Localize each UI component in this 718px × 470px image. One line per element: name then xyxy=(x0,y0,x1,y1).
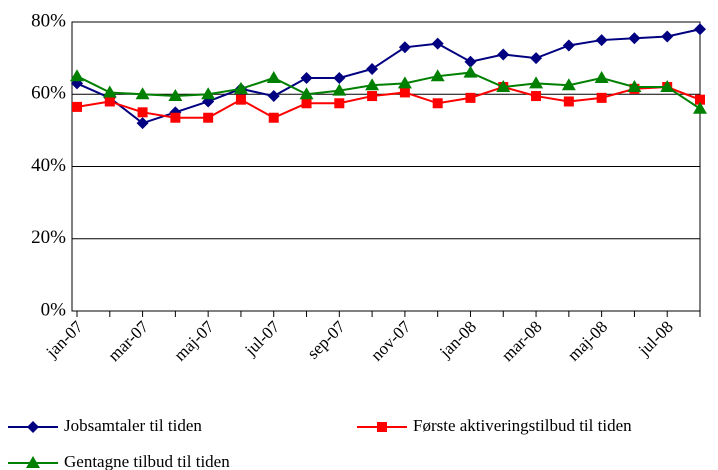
legend-label: Jobsamtaler til tiden xyxy=(64,416,202,435)
marker xyxy=(201,87,216,100)
marker xyxy=(561,78,576,91)
marker xyxy=(464,55,477,68)
marker xyxy=(596,92,607,103)
x-tick-label: maj-08 xyxy=(564,317,611,364)
marker xyxy=(628,32,641,45)
marker xyxy=(301,98,312,109)
x-tick-label: jan-08 xyxy=(435,317,480,362)
x-tick-label: mar-08 xyxy=(498,317,546,365)
marker xyxy=(694,23,706,36)
legend-marker xyxy=(26,456,40,468)
marker xyxy=(168,89,183,102)
marker xyxy=(233,81,248,94)
marker xyxy=(627,80,642,93)
series-line xyxy=(76,71,701,110)
marker xyxy=(497,48,510,61)
marker xyxy=(300,71,313,84)
marker xyxy=(136,117,149,130)
marker xyxy=(367,91,378,102)
x-tick-label: mar-07 xyxy=(104,317,152,365)
marker xyxy=(595,34,608,47)
plot-border xyxy=(71,21,701,312)
y-tick-label: 0% xyxy=(41,299,67,320)
marker xyxy=(693,101,707,114)
marker xyxy=(299,87,314,100)
marker xyxy=(104,96,115,107)
marker xyxy=(137,107,148,118)
marker xyxy=(235,94,246,105)
marker xyxy=(529,76,544,89)
y-tick-label: 80% xyxy=(31,10,66,31)
marker xyxy=(432,98,443,109)
x-tick-label: jan-07 xyxy=(42,317,87,362)
marker xyxy=(333,71,346,84)
y-tick-label: 60% xyxy=(31,83,66,104)
marker xyxy=(563,96,574,107)
marker xyxy=(496,80,511,93)
marker xyxy=(398,41,411,54)
marker xyxy=(366,62,379,75)
y-tick-label: 40% xyxy=(31,155,66,176)
x-tick-label: jul-07 xyxy=(240,317,283,360)
marker xyxy=(695,94,705,105)
marker xyxy=(70,69,84,82)
y-tick-label: 20% xyxy=(31,227,66,248)
marker xyxy=(135,87,150,100)
x-tick-label: maj-07 xyxy=(170,317,218,365)
legend-marker xyxy=(27,421,39,433)
marker xyxy=(661,30,674,43)
marker xyxy=(530,52,543,65)
marker xyxy=(594,70,609,83)
legend-label: Første aktiveringstilbud til tiden xyxy=(413,416,632,435)
series-line xyxy=(76,28,701,125)
marker xyxy=(203,112,214,123)
marker xyxy=(268,112,279,123)
x-tick-label: sep-07 xyxy=(303,317,349,363)
x-tick-label: nov-07 xyxy=(367,317,415,365)
marker xyxy=(334,98,345,109)
marker xyxy=(660,80,675,93)
marker xyxy=(562,39,575,52)
marker xyxy=(463,65,478,78)
marker xyxy=(365,78,380,91)
marker xyxy=(465,92,476,103)
marker xyxy=(397,76,412,89)
marker xyxy=(102,85,117,98)
marker xyxy=(267,90,280,103)
legend-marker xyxy=(377,422,387,432)
marker xyxy=(266,70,281,83)
legend-label: Gentagne tilbud til tiden xyxy=(64,452,230,470)
marker xyxy=(431,37,444,50)
series-line xyxy=(76,85,701,119)
marker xyxy=(531,91,542,102)
marker xyxy=(399,87,410,98)
marker xyxy=(170,112,181,123)
marker xyxy=(72,101,82,112)
marker xyxy=(332,83,347,96)
x-tick-label: jul-08 xyxy=(634,317,677,360)
marker xyxy=(430,69,445,82)
